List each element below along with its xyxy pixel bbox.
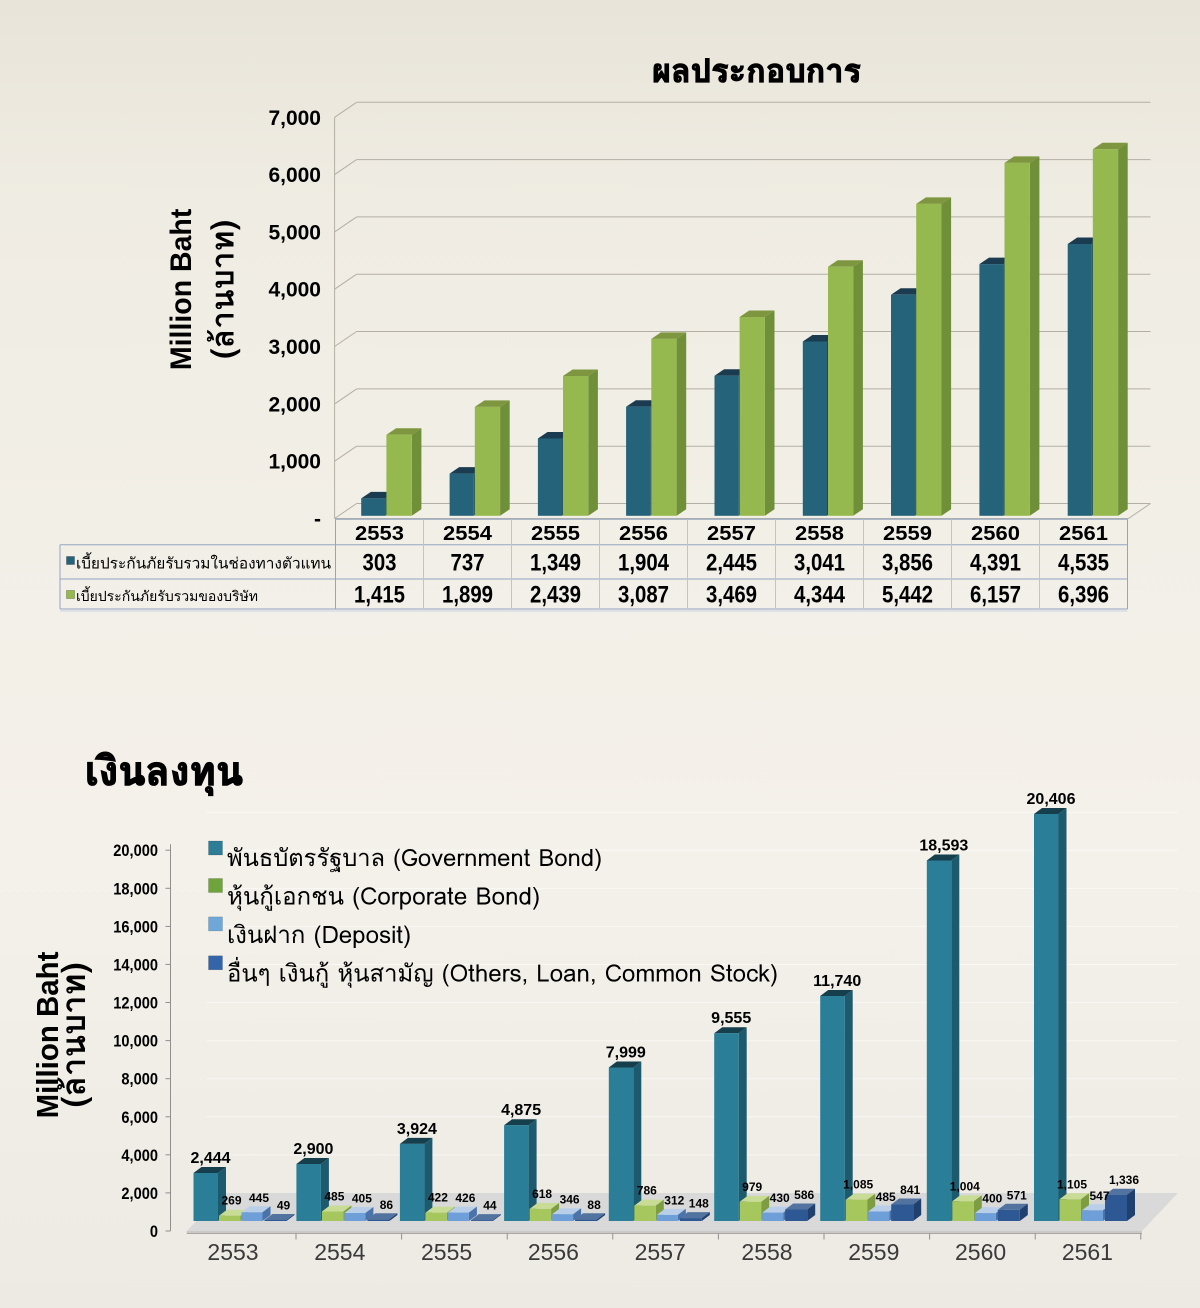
svg-text:8,000: 8,000 bbox=[121, 1071, 158, 1089]
svg-text:18,000: 18,000 bbox=[113, 880, 158, 898]
svg-text:2561: 2561 bbox=[1059, 523, 1108, 545]
svg-text:20,000: 20,000 bbox=[113, 842, 158, 860]
svg-text:2,000: 2,000 bbox=[121, 1185, 158, 1203]
svg-text:2,439: 2,439 bbox=[530, 581, 581, 608]
svg-text:979: 979 bbox=[742, 1180, 762, 1194]
svg-text:737: 737 bbox=[450, 549, 484, 576]
svg-text:Million Baht: Million Baht bbox=[31, 952, 65, 1119]
svg-text:86: 86 bbox=[380, 1198, 394, 1212]
svg-text:841: 841 bbox=[900, 1183, 920, 1197]
svg-text:2561: 2561 bbox=[1062, 1239, 1113, 1265]
svg-text:2,000: 2,000 bbox=[268, 393, 321, 416]
svg-text:2556: 2556 bbox=[528, 1239, 579, 1265]
svg-text:346: 346 bbox=[560, 1193, 580, 1207]
svg-text:586: 586 bbox=[794, 1188, 814, 1202]
svg-text:49: 49 bbox=[277, 1199, 291, 1213]
svg-text:4,000: 4,000 bbox=[121, 1147, 158, 1165]
svg-text:3,000: 3,000 bbox=[268, 336, 321, 359]
svg-text:2553: 2553 bbox=[355, 523, 404, 545]
svg-text:1,899: 1,899 bbox=[442, 581, 493, 608]
svg-text:7,999: 7,999 bbox=[606, 1045, 646, 1062]
svg-text:2554: 2554 bbox=[443, 523, 492, 545]
svg-text:44: 44 bbox=[483, 1199, 497, 1213]
svg-text:5,000: 5,000 bbox=[268, 221, 321, 244]
svg-text:Million Baht: Million Baht bbox=[165, 208, 198, 370]
svg-text:571: 571 bbox=[1007, 1188, 1027, 1202]
svg-text:1,000: 1,000 bbox=[268, 451, 321, 474]
svg-text:148: 148 bbox=[689, 1197, 709, 1211]
svg-text:303: 303 bbox=[362, 549, 396, 576]
svg-text:400: 400 bbox=[982, 1192, 1002, 1206]
svg-text:422: 422 bbox=[428, 1191, 448, 1205]
svg-text:6,000: 6,000 bbox=[268, 164, 321, 187]
svg-text:1,085: 1,085 bbox=[843, 1178, 873, 1192]
svg-text:445: 445 bbox=[249, 1191, 269, 1205]
svg-text:2557: 2557 bbox=[635, 1239, 686, 1265]
svg-text:405: 405 bbox=[352, 1192, 372, 1206]
svg-text:7,000: 7,000 bbox=[268, 107, 321, 130]
svg-text:485: 485 bbox=[876, 1190, 896, 1204]
svg-text:6,157: 6,157 bbox=[970, 581, 1021, 608]
svg-text:6,000: 6,000 bbox=[121, 1109, 158, 1127]
svg-text:14,000: 14,000 bbox=[113, 956, 158, 974]
svg-text:2,900: 2,900 bbox=[293, 1141, 333, 1158]
svg-text:12,000: 12,000 bbox=[113, 995, 158, 1013]
svg-text:4,000: 4,000 bbox=[268, 279, 321, 302]
svg-text:20,406: 20,406 bbox=[1027, 791, 1076, 808]
svg-text:1,105: 1,105 bbox=[1057, 1177, 1087, 1191]
svg-text:2556: 2556 bbox=[619, 523, 668, 545]
svg-text:6,396: 6,396 bbox=[1058, 581, 1109, 608]
svg-text:5,442: 5,442 bbox=[882, 581, 933, 608]
svg-text:10,000: 10,000 bbox=[113, 1033, 158, 1051]
svg-text:2,444: 2,444 bbox=[190, 1150, 230, 1167]
svg-text:547: 547 bbox=[1089, 1189, 1109, 1203]
svg-text:3,856: 3,856 bbox=[882, 549, 933, 576]
svg-text:4,875: 4,875 bbox=[501, 1102, 541, 1119]
svg-text:18,593: 18,593 bbox=[919, 838, 968, 855]
svg-text:2,445: 2,445 bbox=[706, 549, 757, 576]
svg-text:312: 312 bbox=[664, 1193, 684, 1207]
svg-text:3,041: 3,041 bbox=[794, 549, 845, 576]
svg-text:1,004: 1,004 bbox=[950, 1179, 980, 1193]
svg-text:2559: 2559 bbox=[848, 1239, 899, 1265]
svg-text:4,391: 4,391 bbox=[970, 549, 1021, 576]
svg-text:1,904: 1,904 bbox=[618, 549, 670, 576]
svg-text:618: 618 bbox=[532, 1187, 552, 1201]
svg-text:0: 0 bbox=[150, 1223, 158, 1241]
svg-text:3,087: 3,087 bbox=[618, 581, 669, 608]
svg-text:1,415: 1,415 bbox=[354, 581, 405, 608]
svg-text:2553: 2553 bbox=[207, 1239, 258, 1265]
svg-text:2560: 2560 bbox=[955, 1239, 1006, 1265]
svg-text:4,535: 4,535 bbox=[1058, 549, 1109, 576]
svg-text:88: 88 bbox=[587, 1198, 601, 1212]
svg-text:1,349: 1,349 bbox=[530, 549, 581, 576]
svg-text:2555: 2555 bbox=[421, 1239, 472, 1265]
svg-text:2559: 2559 bbox=[883, 523, 932, 545]
svg-text:11,740: 11,740 bbox=[813, 973, 861, 990]
svg-text:786: 786 bbox=[637, 1184, 657, 1198]
svg-text:426: 426 bbox=[455, 1191, 475, 1205]
svg-text:2558: 2558 bbox=[741, 1239, 792, 1265]
svg-text:3,924: 3,924 bbox=[397, 1121, 437, 1138]
svg-text:1,336: 1,336 bbox=[1109, 1173, 1139, 1187]
svg-text:-: - bbox=[314, 508, 321, 531]
svg-text:16,000: 16,000 bbox=[113, 918, 158, 936]
svg-text:9,555: 9,555 bbox=[711, 1010, 751, 1027]
svg-text:4,344: 4,344 bbox=[794, 581, 846, 608]
svg-text:269: 269 bbox=[221, 1194, 241, 1208]
svg-text:2558: 2558 bbox=[795, 523, 844, 545]
svg-text:2560: 2560 bbox=[971, 523, 1020, 545]
svg-text:485: 485 bbox=[324, 1190, 344, 1204]
svg-text:430: 430 bbox=[770, 1191, 790, 1205]
svg-text:2554: 2554 bbox=[314, 1239, 365, 1265]
svg-text:2557: 2557 bbox=[707, 523, 756, 545]
svg-text:2555: 2555 bbox=[531, 523, 580, 545]
svg-text:3,469: 3,469 bbox=[706, 581, 757, 608]
